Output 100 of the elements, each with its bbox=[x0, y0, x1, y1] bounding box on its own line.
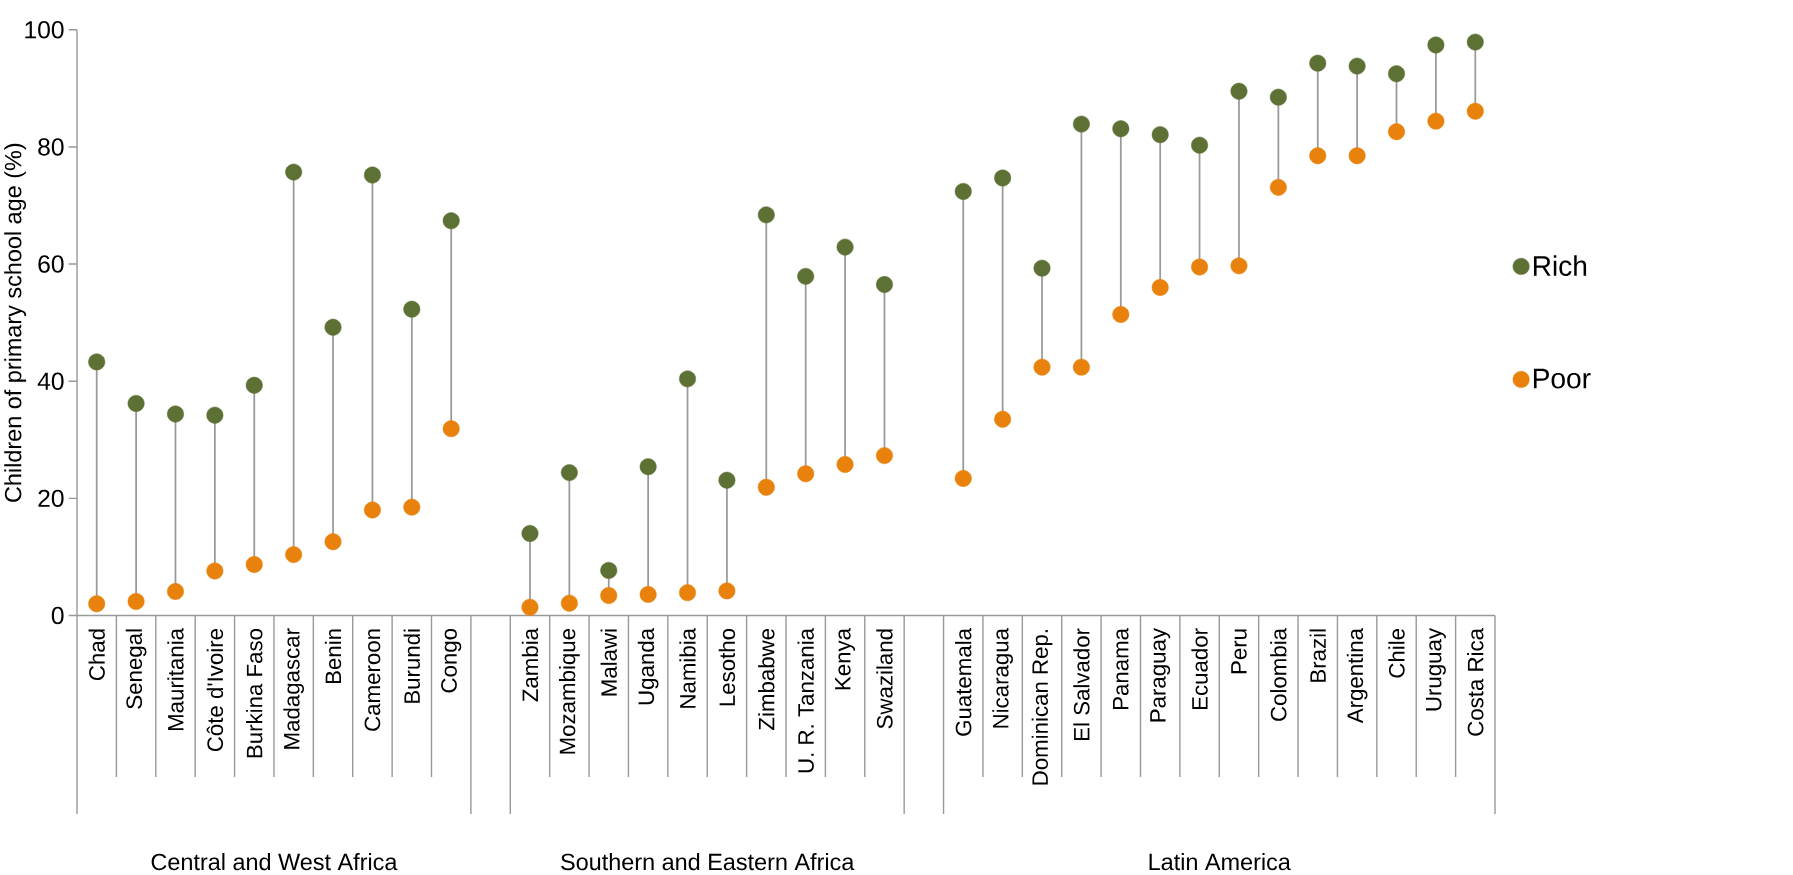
x-tick-label: Mozambique bbox=[558, 628, 580, 754]
x-tick-label: Paraguay bbox=[1150, 628, 1171, 722]
point bbox=[639, 458, 657, 476]
x-tick-label: Madagascar bbox=[283, 628, 305, 749]
x-tick-label: Uganda bbox=[637, 627, 659, 705]
x-tick-label: Lesotho bbox=[718, 628, 736, 706]
point bbox=[1427, 36, 1445, 54]
point bbox=[88, 353, 106, 371]
x-tick-label: Peru bbox=[1231, 629, 1247, 674]
point bbox=[403, 498, 421, 516]
point bbox=[836, 238, 854, 256]
point bbox=[876, 447, 893, 465]
point bbox=[994, 169, 1012, 187]
point bbox=[167, 405, 184, 423]
point bbox=[127, 592, 145, 610]
x-tick-label: Congo bbox=[441, 628, 462, 693]
point bbox=[718, 582, 736, 600]
point bbox=[206, 406, 224, 424]
point bbox=[167, 583, 184, 600]
point bbox=[600, 587, 618, 605]
point bbox=[757, 206, 775, 224]
text: Latin America bbox=[1149, 853, 1291, 871]
point bbox=[600, 561, 618, 579]
x-tick-label: Côte d'Ivoire bbox=[206, 628, 224, 752]
point bbox=[442, 212, 460, 230]
point bbox=[679, 370, 696, 388]
point bbox=[127, 395, 145, 412]
y-tick-label: 20 bbox=[38, 489, 64, 508]
point bbox=[1151, 279, 1169, 296]
point bbox=[1269, 178, 1287, 196]
point bbox=[1388, 123, 1405, 141]
point bbox=[363, 166, 381, 184]
x-tick-label: Cameroon bbox=[364, 629, 381, 731]
point bbox=[1033, 358, 1051, 376]
point bbox=[679, 584, 696, 602]
point bbox=[285, 546, 303, 564]
point bbox=[1466, 102, 1484, 120]
x-tick-label: Colombia bbox=[1270, 627, 1287, 721]
x-tick-label: Ecuador bbox=[1191, 628, 1208, 710]
point bbox=[521, 598, 539, 616]
x-tick-label: Uruguay bbox=[1425, 628, 1446, 711]
point bbox=[1466, 33, 1484, 51]
point bbox=[1151, 126, 1169, 144]
point bbox=[1388, 65, 1405, 83]
point bbox=[836, 455, 854, 473]
x-tick-label: Argentina bbox=[1346, 627, 1368, 724]
x-tick-label: Mauritania bbox=[167, 627, 184, 731]
point bbox=[1309, 147, 1327, 165]
point bbox=[1072, 358, 1090, 376]
point bbox=[718, 471, 736, 489]
point bbox=[1112, 120, 1130, 138]
x-tick-label: Zimbabwe bbox=[758, 628, 775, 730]
legend-label: Poor bbox=[1533, 368, 1591, 389]
x-tick-label: Swaziland bbox=[876, 629, 893, 729]
y-tick-label: 100 bbox=[25, 21, 64, 39]
point bbox=[1230, 257, 1248, 275]
x-tick-label: Namibia bbox=[679, 627, 696, 708]
point bbox=[206, 562, 224, 580]
point bbox=[1309, 54, 1327, 72]
point bbox=[1348, 57, 1366, 75]
x-tick-label: Senegal bbox=[125, 629, 147, 709]
point bbox=[1033, 259, 1051, 277]
point bbox=[442, 420, 460, 438]
text: Central and West Africa bbox=[151, 853, 398, 871]
x-tick-label: Brazil bbox=[1309, 629, 1326, 682]
y-axis-title: Children of primary school age (%) bbox=[4, 143, 27, 502]
x-tick-label: Chad bbox=[88, 629, 105, 681]
point bbox=[560, 594, 578, 612]
point bbox=[245, 556, 263, 573]
x-tick-label: Guatemala bbox=[955, 627, 972, 736]
point bbox=[954, 183, 972, 200]
point bbox=[403, 300, 421, 318]
point bbox=[1230, 82, 1248, 100]
x-tick-label: Malawi bbox=[600, 629, 617, 696]
x-tick-label: Panama bbox=[1113, 627, 1129, 710]
x-tick-label: Chile bbox=[1388, 628, 1405, 678]
point bbox=[285, 163, 303, 181]
point bbox=[1427, 112, 1445, 130]
y-tick-label: 60 bbox=[38, 255, 64, 273]
y-tick-label: 0 bbox=[51, 606, 64, 625]
point bbox=[994, 410, 1012, 428]
x-tick-label: Zambia bbox=[521, 627, 539, 702]
point bbox=[1112, 306, 1130, 323]
y-tick-label: 80 bbox=[38, 138, 64, 156]
point bbox=[245, 376, 263, 394]
x-tick-label: U. R. Tanzania bbox=[797, 627, 814, 773]
point bbox=[876, 276, 893, 294]
point bbox=[797, 465, 815, 483]
point bbox=[1072, 115, 1090, 133]
x-tick-label: El Salvador bbox=[1073, 628, 1090, 740]
point bbox=[1348, 147, 1366, 165]
point bbox=[797, 267, 815, 285]
x-tick-label: Burundi bbox=[403, 629, 420, 703]
x-tick-label: Costa Rica bbox=[1467, 627, 1484, 736]
y-tick-label: 40 bbox=[37, 372, 64, 390]
point bbox=[560, 464, 578, 482]
point bbox=[757, 478, 775, 496]
point bbox=[88, 595, 106, 613]
point bbox=[1191, 136, 1209, 154]
point bbox=[324, 318, 342, 336]
